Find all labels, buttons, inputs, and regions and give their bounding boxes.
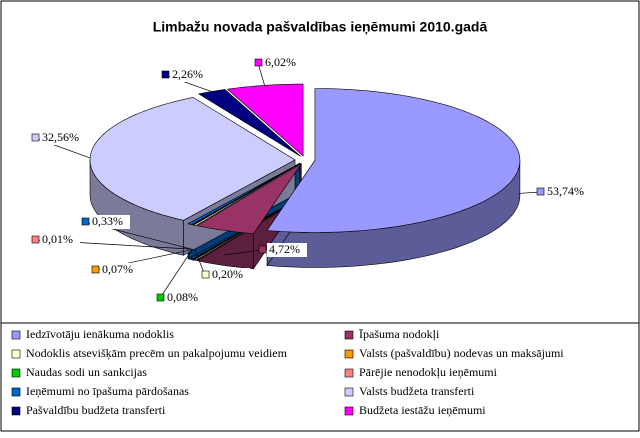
legend-label: Īpašuma nodokļi [359,327,440,341]
label-swatch [81,217,90,226]
label-bg [170,68,210,82]
data-label: 0,20% [212,267,243,281]
slice [196,163,302,235]
chart-title: Limbažu novada pašvaldības ieņēmumi 2010… [153,19,488,35]
legend-label: Budžeta iestāžu ieņēmumi [359,403,486,417]
slice [266,88,521,233]
legend-label: Naudas sodi un sankcijas [26,365,147,379]
label-swatch [31,133,40,142]
label-bg [545,185,585,199]
label-swatch [91,265,100,274]
legend-swatch [344,368,354,378]
label-swatch [201,270,210,279]
legend-label: Iedzīvotāju ienākuma nodoklis [26,327,174,341]
label-bg [40,131,80,145]
legend-swatch [11,387,21,397]
data-label: 2,26% [172,67,203,81]
label-bg [165,291,205,305]
leader-line [159,249,193,299]
label-bg [267,243,307,257]
legend-label: Pašvaldību budžeta transferti [26,403,166,417]
legend-label: Ieņēmumi no īpašuma pārdošanas [26,384,189,398]
label-swatch [161,70,170,79]
label-bg [100,263,140,277]
slice [89,97,296,221]
leader-line [257,62,265,86]
label-bg [40,233,80,247]
data-label: 0,08% [167,290,198,304]
legend-swatch [344,387,354,397]
leader-line [224,249,263,256]
label-swatch [536,187,545,196]
legend-swatch [344,349,354,359]
legend-swatch [11,406,21,416]
legend-swatch [11,368,21,378]
label-bg [263,56,303,70]
legend-swatch [11,349,21,359]
data-label: 0,01% [42,232,73,246]
label-swatch [156,293,165,302]
legend-label: Valsts (pašvaldību) nodevas un maksājumi [359,346,564,360]
legend-label: Valsts budžeta transferti [359,384,475,398]
slice [187,163,300,225]
data-label: 32,56% [42,130,79,144]
label-swatch [254,58,263,67]
data-label: 6,02% [265,55,296,69]
legend-label: Nodoklis atsevišķām precēm un pakalpojum… [26,346,288,360]
leader-line [518,191,541,194]
legend-swatch [344,330,354,340]
data-label: 53,74% [547,184,584,198]
legend-swatch [11,330,21,340]
label-bg [90,215,130,229]
data-label: 0,33% [92,214,123,228]
legend-label: Pārējie nenodokļu ieņēmumi [359,365,498,379]
data-label: 0,07% [102,262,133,276]
data-label: 4,72% [269,242,300,256]
label-swatch [31,235,40,244]
slice [226,83,304,157]
label-swatch [258,245,267,254]
legend-swatch [344,406,354,416]
label-bg [210,268,250,282]
